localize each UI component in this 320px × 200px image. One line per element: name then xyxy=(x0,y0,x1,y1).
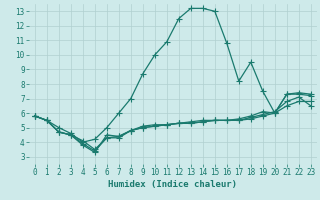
X-axis label: Humidex (Indice chaleur): Humidex (Indice chaleur) xyxy=(108,180,237,189)
